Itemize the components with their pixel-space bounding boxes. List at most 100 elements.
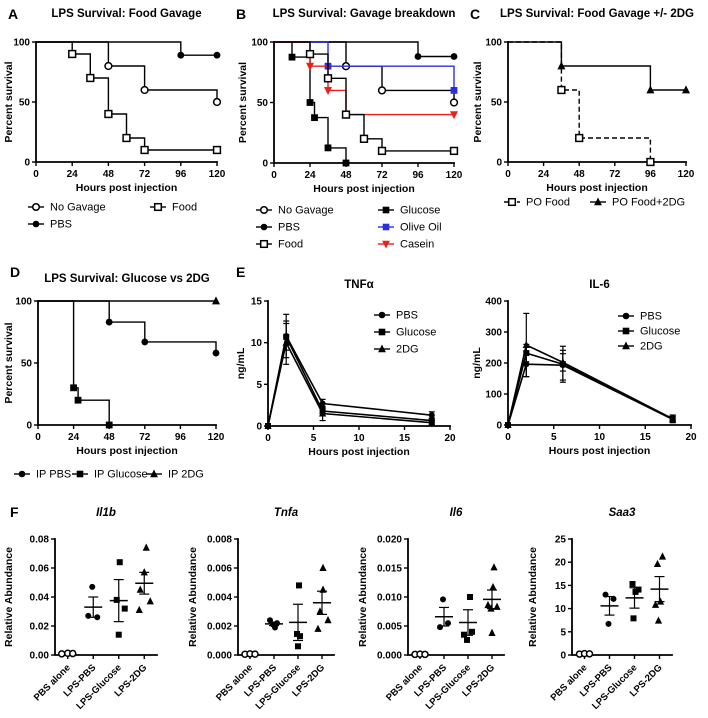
y-tick-label: 0.005 bbox=[377, 622, 402, 633]
legend-entry-pbs: PBS bbox=[374, 310, 418, 322]
y-axis-label: Percent survival bbox=[472, 61, 484, 142]
x-tick-label: 0 bbox=[505, 169, 511, 180]
x-tick-label: 72 bbox=[139, 169, 151, 180]
panel-label-d: D bbox=[10, 264, 21, 280]
y-axis-label: ng/mL bbox=[235, 347, 247, 379]
x-axis-label: Hours post injection bbox=[546, 182, 648, 194]
legend-label: Glucose bbox=[640, 326, 680, 338]
y-tick-label: 0.002 bbox=[207, 622, 232, 633]
y-axis-label: Percent survival bbox=[3, 61, 15, 142]
series-2dg bbox=[504, 312, 677, 428]
axes-spines bbox=[37, 300, 217, 426]
legend-label: IP 2DG bbox=[168, 469, 204, 481]
legend-entry-po-food-2dg: PO Food+2DG bbox=[590, 197, 685, 209]
y-tick-label: 0.000 bbox=[377, 651, 402, 662]
chart-svg-a: LPS Survival: Food Gavage 0 50 100 0 24 48 72 96… bbox=[3, 8, 226, 231]
legend-entry-casein: Casein bbox=[378, 239, 434, 251]
chart-saa3-expression: Saa3 0 5 10 15 20 25 PBS alone LPS-PBS LPS-Glucos… bbox=[525, 498, 708, 718]
panel-label-e: E bbox=[236, 264, 246, 280]
y-tick-label: 50 bbox=[19, 98, 31, 109]
x-tick-label: 96 bbox=[645, 169, 657, 180]
x-axis-label: Hours post injection bbox=[549, 445, 651, 457]
x-tick-label: 0 bbox=[265, 433, 271, 444]
axes-spines bbox=[35, 41, 218, 163]
legend-entry-food: Food bbox=[256, 239, 303, 251]
legend-label: IP Glucose bbox=[94, 469, 148, 481]
group-lps-glucose bbox=[289, 582, 307, 650]
group-lps-pbs bbox=[84, 583, 103, 621]
y-tick-label: 0.00 bbox=[30, 651, 50, 662]
chart-svg-b: LPS Survival: Gavage breakdown 0 50 100 0 24 4… bbox=[237, 8, 463, 251]
x-tick-label: 48 bbox=[104, 432, 116, 443]
chart-title: Tnfa bbox=[274, 507, 299, 519]
y-axis-label: Relative Abundance bbox=[3, 547, 15, 647]
x-tick-label: 24 bbox=[538, 169, 550, 180]
y-axis-label: Percent survival bbox=[3, 322, 15, 403]
chart-title: LPS Survival: Food Gavage +/- 2DG bbox=[500, 8, 694, 20]
y-tick-label: 0.020 bbox=[377, 535, 402, 546]
x-axis-label: Hours post injection bbox=[76, 445, 178, 457]
chart-lps-survival-gavage-breakdown: LPS Survival: Gavage breakdown 0 50 100 0 24 4… bbox=[232, 0, 468, 255]
x-tick-label: 120 bbox=[209, 169, 226, 180]
legend-entry-ip-glucose: IP Glucose bbox=[72, 469, 148, 481]
axes-spines bbox=[273, 41, 455, 164]
legend-label: Food bbox=[278, 239, 303, 251]
series-pbs bbox=[274, 41, 458, 60]
y-tick-label: 50 bbox=[257, 98, 269, 109]
legend-entry-pbs: PBS bbox=[618, 311, 662, 323]
y-tick-label: 0 bbox=[496, 158, 502, 169]
x-axis-label: Hours post injection bbox=[313, 183, 415, 195]
x-tick-label: 0 bbox=[35, 432, 41, 443]
legend-entry-2dg: 2DG bbox=[374, 344, 419, 356]
x-tick-label: 5 bbox=[551, 432, 557, 443]
chart-title: TNFα bbox=[344, 279, 373, 291]
y-tick-label: 100 bbox=[485, 38, 502, 49]
series-ip-2dg bbox=[38, 296, 220, 305]
y-tick-label: 0.02 bbox=[30, 622, 50, 633]
x-tick-label: 72 bbox=[139, 432, 151, 443]
panel-label-a: A bbox=[8, 6, 19, 22]
group-lps-pbs bbox=[265, 617, 283, 631]
x-axis-label: Hours post injection bbox=[76, 182, 178, 194]
group-lps-2dg bbox=[483, 563, 501, 636]
legend-entry-olive-oil: Olive Oil bbox=[378, 222, 442, 234]
legend-label: No Gavage bbox=[50, 202, 106, 214]
legend-label: Glucose bbox=[400, 205, 440, 217]
legend-entry-pbs: PBS bbox=[256, 222, 300, 234]
legend-label: PBS bbox=[278, 222, 300, 234]
chart-title: IL-6 bbox=[589, 279, 609, 291]
series-pbs bbox=[505, 349, 676, 428]
legend-label: PBS bbox=[50, 219, 72, 231]
y-tick-label: 100 bbox=[251, 38, 268, 49]
x-tick-label: 120 bbox=[446, 170, 463, 181]
legend-label: Olive Oil bbox=[400, 222, 442, 234]
legend-label: 2DG bbox=[396, 344, 419, 356]
y-axis-label: Relative Abundance bbox=[357, 547, 369, 647]
legend-entry-ip-2dg: IP 2DG bbox=[146, 469, 204, 481]
group-lps-pbs bbox=[435, 596, 453, 631]
series-no-gavage bbox=[36, 41, 222, 107]
x-tick-label: 120 bbox=[208, 432, 225, 443]
group-pbs-alone bbox=[241, 650, 259, 659]
x-tick-label: 48 bbox=[103, 169, 115, 180]
group-lps-2dg bbox=[135, 543, 154, 614]
chart-title: Il1b bbox=[96, 507, 116, 519]
x-tick-label: 10 bbox=[353, 433, 365, 444]
x-axis-label: Hours post injection bbox=[308, 446, 410, 458]
legend-label: PO Food bbox=[526, 197, 570, 209]
legend-label: PO Food+2DG bbox=[612, 197, 685, 209]
legend-entry-pbs: PBS bbox=[28, 219, 72, 231]
series-po-food-2dg bbox=[508, 41, 690, 94]
y-tick-label: 25 bbox=[555, 535, 567, 546]
y-tick-label: 0 bbox=[24, 158, 30, 169]
x-tick-label: 96 bbox=[175, 169, 187, 180]
y-tick-label: 100 bbox=[15, 297, 32, 308]
chart-lps-survival-food-gavage: LPS Survival: Food Gavage 0 50 100 0 24 48 72 96… bbox=[0, 0, 232, 255]
panel-label-f: F bbox=[10, 504, 19, 520]
y-tick-label: 0.008 bbox=[207, 535, 232, 546]
series-olive-oil bbox=[274, 41, 458, 94]
